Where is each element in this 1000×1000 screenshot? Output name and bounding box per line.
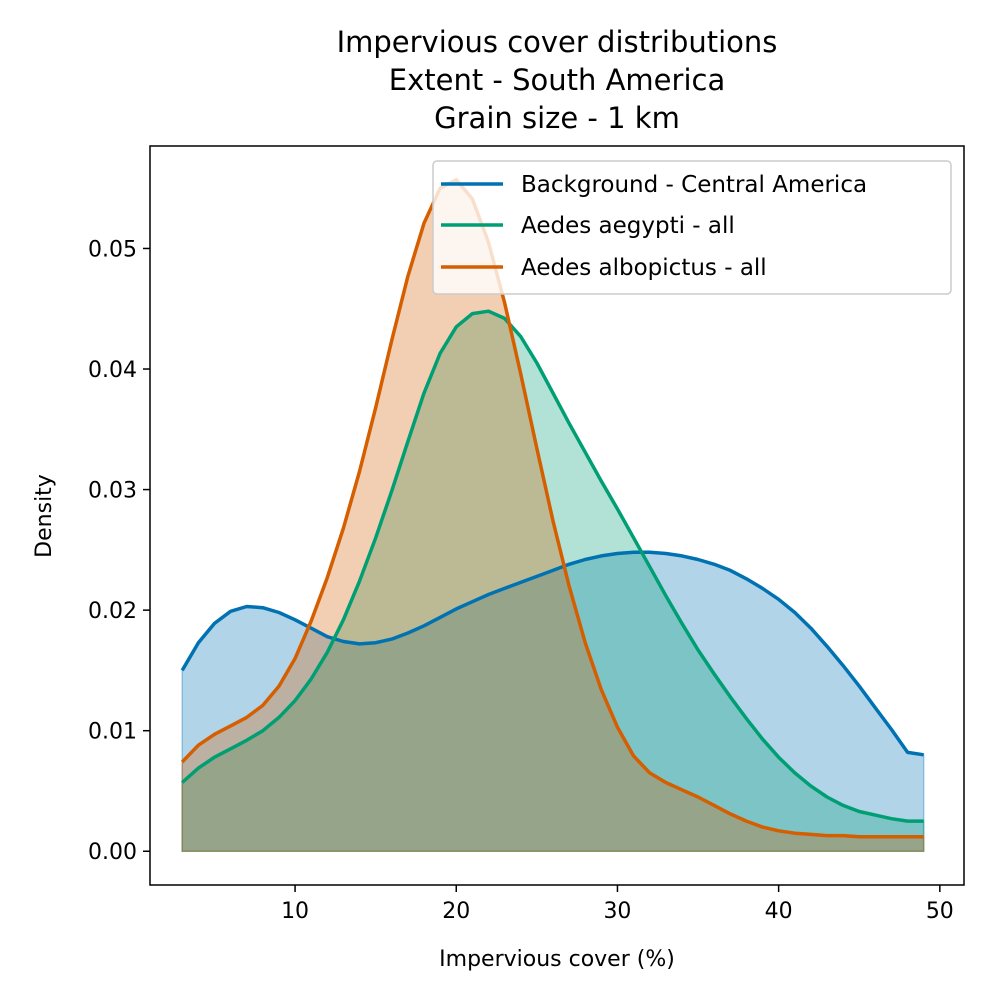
y-tick-label: 0.04	[88, 358, 137, 383]
chart-title-line-1: Impervious cover distributions	[337, 25, 778, 59]
y-tick-label: 0.02	[88, 599, 137, 624]
legend-label: Aedes aegypti - all	[521, 213, 735, 239]
legend-label: Background - Central America	[521, 172, 867, 198]
legend-label: Aedes albopictus - all	[521, 255, 767, 281]
series-line-1	[181, 309, 924, 823]
chart-title-line-3: Grain size - 1 km	[434, 101, 680, 135]
y-tick-label: 0.03	[88, 479, 137, 504]
x-axis-label: Impervious cover (%)	[439, 947, 675, 972]
y-tick-label: 0.00	[88, 840, 137, 865]
x-tick-label: 40	[765, 899, 793, 924]
y-tick-label: 0.01	[88, 720, 137, 745]
plot-frame	[149, 145, 965, 886]
x-tick-label: 30	[603, 899, 631, 924]
x-tick-label: 10	[281, 899, 309, 924]
x-axis: 10 20 30 40 50	[281, 885, 954, 924]
legend-box	[432, 160, 952, 295]
y-axis: 0.00 0.01 0.02 0.03 0.04 0.05	[88, 237, 150, 865]
y-tick-label: 0.05	[88, 237, 137, 262]
chart-title-line-2: Extent - South America	[389, 63, 725, 97]
y-axis-label: Density	[32, 474, 57, 558]
legend: Background - Central America Aedes aegyp…	[432, 160, 952, 295]
x-tick-label: 50	[926, 899, 954, 924]
series-lines	[180, 178, 924, 839]
x-tick-label: 20	[442, 899, 470, 924]
series-line-2	[180, 178, 924, 839]
series-line-0	[180, 550, 924, 757]
